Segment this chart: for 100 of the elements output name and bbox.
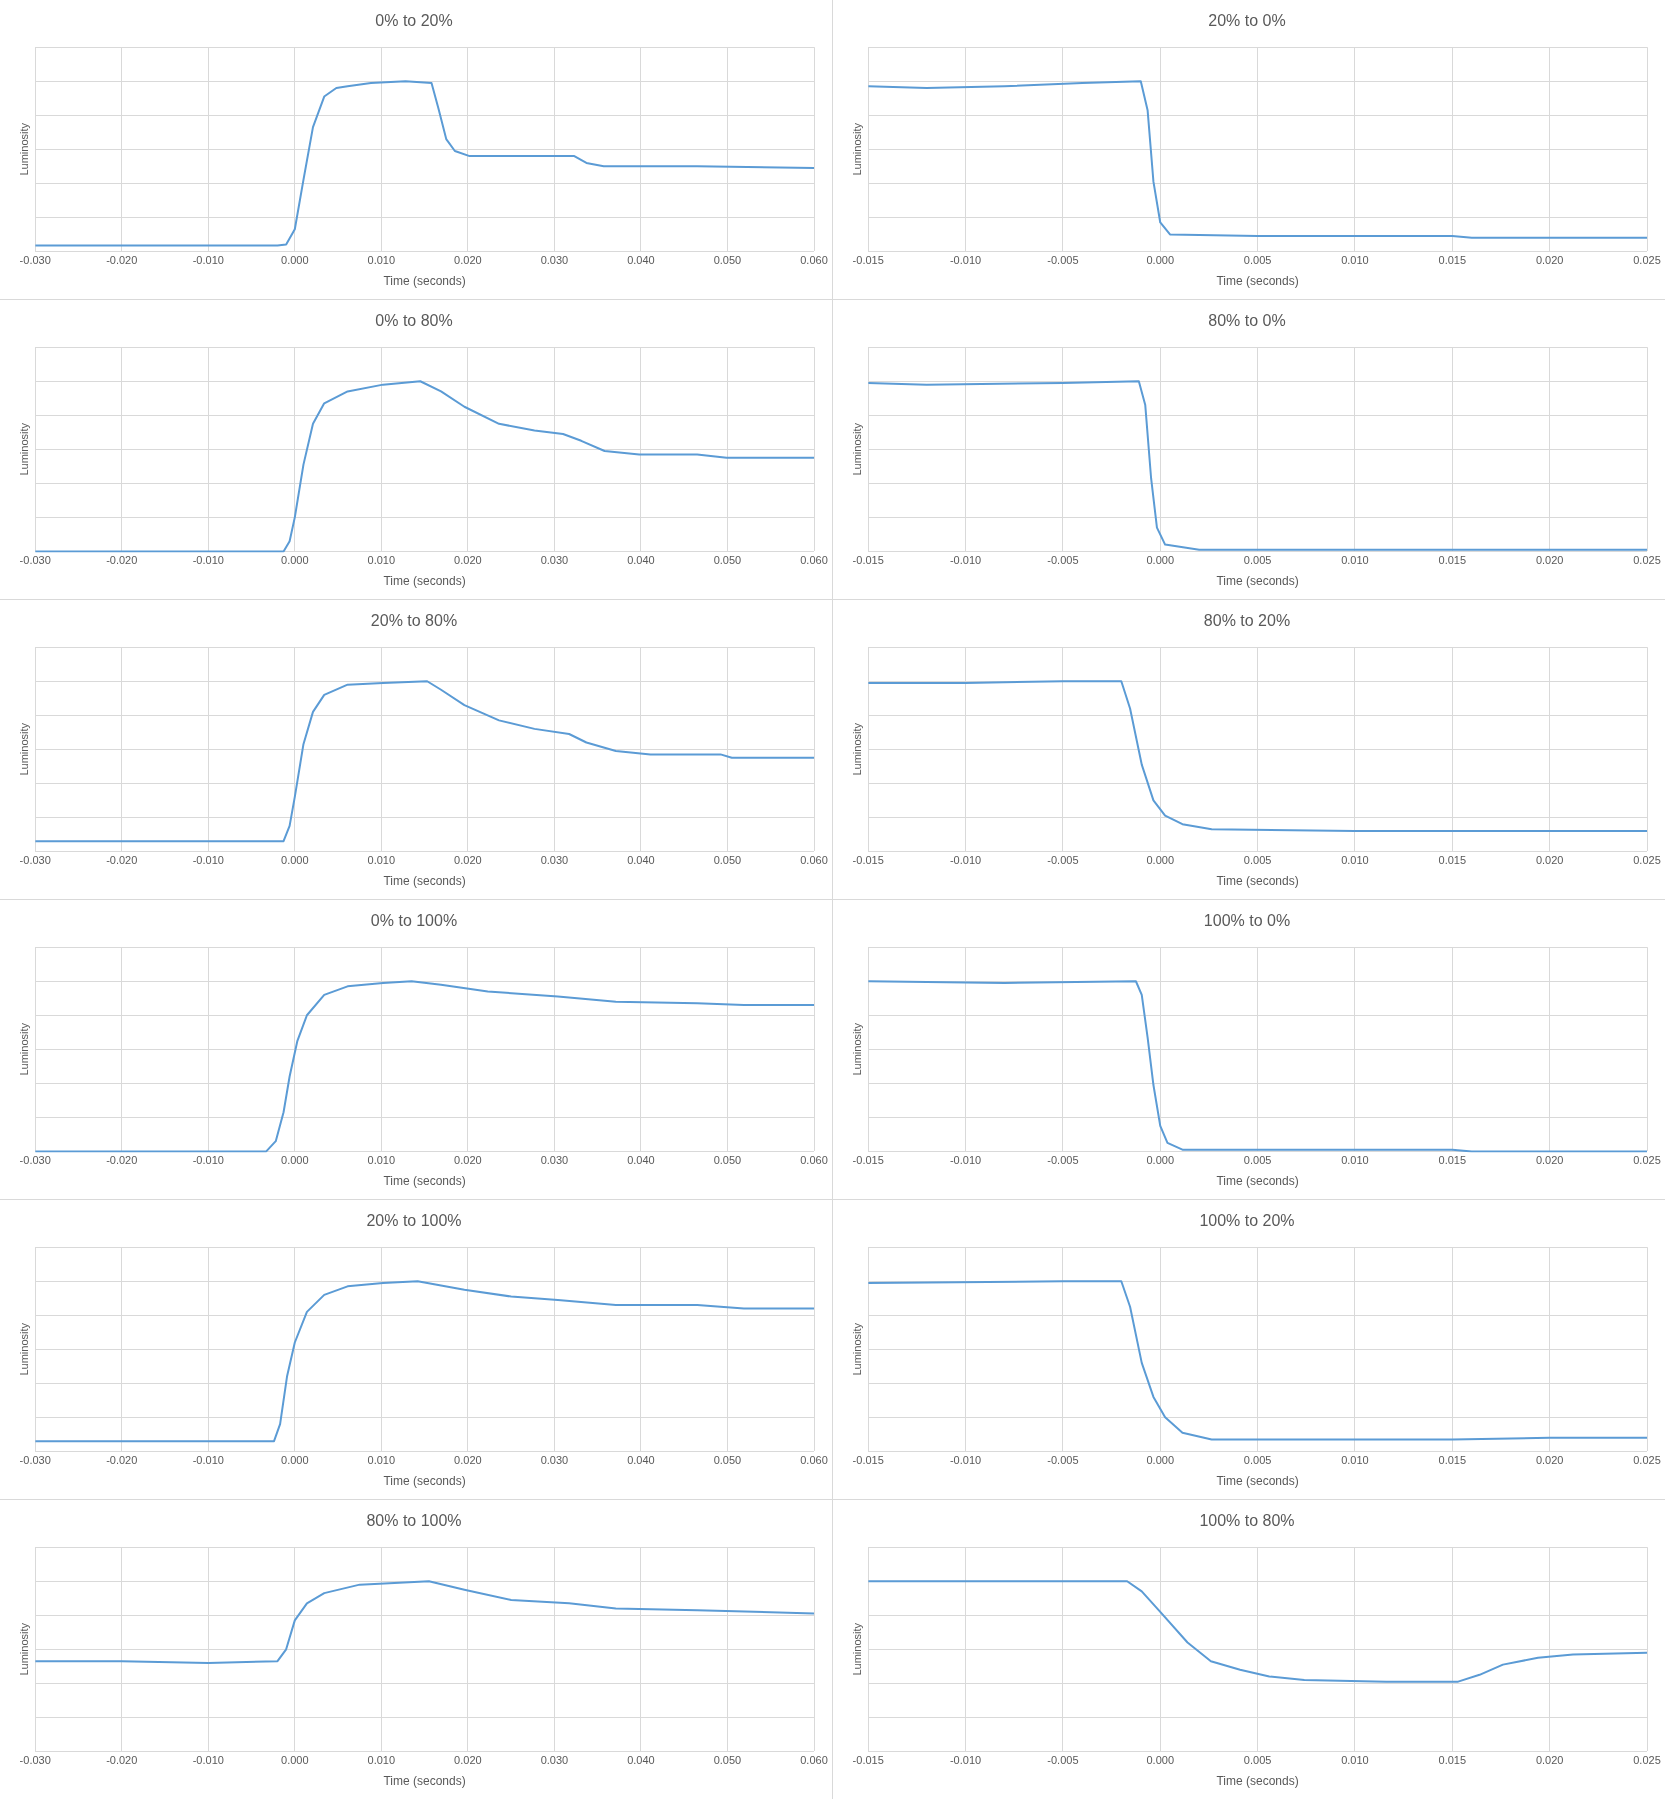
chart-title: 0% to 100% [370, 912, 458, 930]
x-tick-label: 0.000 [1146, 1454, 1175, 1467]
x-tick-label: 0.060 [800, 254, 828, 267]
x-axis-title: Time (seconds) [383, 1174, 466, 1189]
x-tick-label: -0.015 [852, 1754, 884, 1767]
y-axis-title: Luminosity [17, 1022, 30, 1076]
x-tick-label: 0.020 [1535, 254, 1564, 267]
chart-title: 20% to 80% [370, 612, 458, 630]
x-tick-label: 0.030 [540, 1454, 569, 1467]
x-tick-label: -0.020 [106, 554, 138, 567]
x-tick-label: -0.030 [19, 854, 51, 867]
x-tick-label: 0.020 [454, 554, 482, 567]
x-tick-label: 0.015 [1438, 254, 1467, 267]
y-axis-title: Luminosity [850, 1622, 863, 1676]
chart-title: 0% to 20% [375, 12, 453, 30]
x-tick-label: 0.005 [1243, 1754, 1272, 1767]
x-tick-label: 0.010 [1341, 1454, 1369, 1467]
x-tick-label: -0.010 [949, 1154, 982, 1167]
x-tick-label: -0.030 [19, 1754, 51, 1767]
x-axis-title: Time (seconds) [1216, 1174, 1299, 1189]
x-tick-label: -0.030 [19, 554, 51, 567]
x-tick-label: -0.010 [949, 254, 982, 267]
x-tick-label: -0.020 [106, 254, 138, 267]
x-tick-label: 0.030 [540, 854, 569, 867]
x-tick-label: -0.010 [192, 554, 224, 567]
x-tick-label: 0.000 [1146, 1154, 1175, 1167]
x-tick-label: -0.005 [1047, 554, 1079, 567]
x-tick-label: 0.030 [540, 1154, 569, 1167]
chart-title: 80% to 0% [1208, 312, 1286, 330]
x-tick-label: 0.025 [1633, 1754, 1661, 1767]
x-tick-label: 0.000 [281, 854, 309, 867]
x-tick-label: 0.060 [800, 854, 828, 867]
x-tick-label: 0.015 [1438, 554, 1467, 567]
x-tick-label: -0.015 [852, 554, 884, 567]
x-tick-label: 0.000 [281, 254, 309, 267]
x-axis-title: Time (seconds) [1216, 574, 1299, 589]
x-tick-label: -0.020 [106, 854, 138, 867]
x-tick-label: 0.030 [540, 254, 569, 267]
x-tick-label: 0.000 [281, 1754, 309, 1767]
x-tick-label: 0.025 [1633, 554, 1661, 567]
y-axis-title: Luminosity [17, 1322, 30, 1376]
x-tick-label: 0.020 [454, 854, 482, 867]
chart-title: 100% to 0% [1203, 912, 1291, 930]
x-tick-label: 0.020 [1535, 1154, 1564, 1167]
x-tick-label: 0.020 [1535, 1754, 1564, 1767]
x-tick-label: 0.060 [800, 1154, 828, 1167]
chart-title: 80% to 20% [1203, 612, 1291, 630]
x-tick-label: -0.010 [949, 554, 982, 567]
x-tick-label: 0.040 [627, 254, 655, 267]
x-tick-label: 0.010 [367, 854, 396, 867]
x-tick-label: 0.005 [1243, 1154, 1272, 1167]
x-tick-label: 0.030 [540, 1754, 569, 1767]
x-tick-label: 0.020 [1535, 854, 1564, 867]
chart-title: 80% to 100% [366, 1512, 462, 1530]
x-tick-label: -0.005 [1047, 254, 1079, 267]
x-tick-label: -0.010 [949, 854, 982, 867]
x-tick-label: 0.010 [1341, 254, 1369, 267]
y-axis-title: Luminosity [850, 422, 863, 476]
x-tick-label: 0.010 [367, 254, 396, 267]
x-tick-label: 0.040 [627, 1754, 655, 1767]
x-tick-label: 0.060 [800, 1454, 828, 1467]
x-tick-label: 0.025 [1633, 1454, 1661, 1467]
x-tick-label: 0.025 [1633, 854, 1661, 867]
x-tick-label: 0.020 [1535, 554, 1564, 567]
x-tick-label: 0.015 [1438, 854, 1467, 867]
x-tick-label: -0.010 [949, 1754, 982, 1767]
x-tick-label: -0.020 [106, 1154, 138, 1167]
x-tick-label: 0.015 [1438, 1454, 1467, 1467]
x-tick-label: 0.040 [627, 554, 655, 567]
x-tick-label: -0.030 [19, 1454, 51, 1467]
chart-title: 100% to 80% [1199, 1512, 1295, 1530]
x-tick-label: 0.060 [800, 554, 828, 567]
y-axis-title: Luminosity [850, 122, 863, 176]
x-tick-label: 0.005 [1243, 554, 1272, 567]
x-tick-label: 0.020 [454, 1154, 482, 1167]
y-axis-title: Luminosity [17, 722, 30, 776]
x-tick-label: 0.000 [1146, 554, 1175, 567]
x-tick-label: -0.015 [852, 254, 884, 267]
x-tick-label: 0.040 [627, 1454, 655, 1467]
x-axis-title: Time (seconds) [383, 1774, 466, 1789]
x-tick-label: 0.010 [367, 554, 396, 567]
x-tick-label: 0.060 [800, 1754, 828, 1767]
x-tick-label: -0.010 [949, 1454, 982, 1467]
x-tick-label: 0.005 [1243, 854, 1272, 867]
x-tick-label: -0.020 [106, 1754, 138, 1767]
x-tick-label: 0.000 [1146, 1754, 1175, 1767]
x-tick-label: -0.005 [1047, 1754, 1079, 1767]
y-axis-title: Luminosity [17, 1622, 30, 1676]
x-tick-label: 0.020 [454, 254, 482, 267]
x-tick-label: -0.010 [192, 254, 224, 267]
x-tick-label: 0.040 [627, 854, 655, 867]
x-tick-label: -0.010 [192, 1154, 224, 1167]
x-tick-label: 0.010 [1341, 1154, 1369, 1167]
x-axis-title: Time (seconds) [383, 1474, 466, 1489]
x-tick-label: -0.010 [192, 1754, 224, 1767]
x-tick-label: 0.010 [367, 1754, 396, 1767]
y-axis-title: Luminosity [17, 422, 30, 476]
x-tick-label: -0.015 [852, 1454, 884, 1467]
x-tick-label: 0.000 [1146, 254, 1175, 267]
x-tick-label: 0.010 [1341, 854, 1369, 867]
